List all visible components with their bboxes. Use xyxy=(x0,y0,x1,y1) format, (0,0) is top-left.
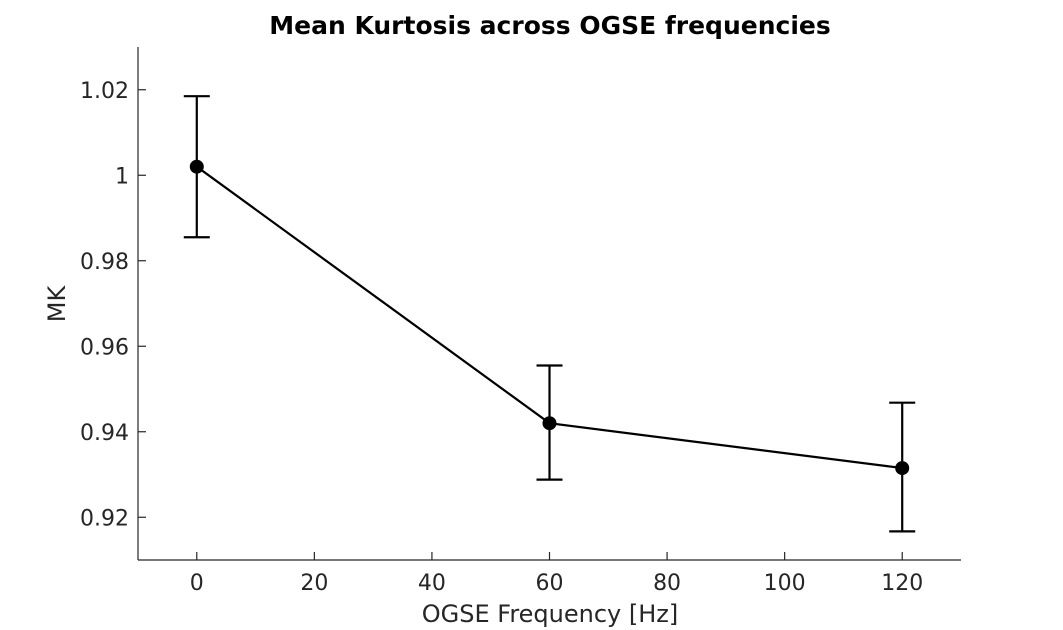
y-tick-label: 0.94 xyxy=(80,421,129,446)
data-point xyxy=(895,461,910,476)
y-tick-label: 1 xyxy=(115,164,129,189)
chart-title: Mean Kurtosis across OGSE frequencies xyxy=(269,11,830,40)
x-tick-label: 100 xyxy=(764,571,806,596)
x-tick-label: 20 xyxy=(300,571,328,596)
y-axis-ticks: 0.92 0.94 0.96 0.98 1 1.02 xyxy=(80,79,146,531)
x-tick-label: 80 xyxy=(653,571,681,596)
y-tick-label: 0.98 xyxy=(80,250,129,275)
x-tick-label: 40 xyxy=(418,571,446,596)
x-axis-ticks: 0 20 40 60 80 100 120 xyxy=(190,552,923,596)
data-series xyxy=(183,95,916,533)
data-point xyxy=(189,159,204,174)
y-tick-label: 0.92 xyxy=(80,506,129,531)
data-point xyxy=(542,416,557,431)
y-axis-label: MK xyxy=(43,285,71,323)
x-tick-label: 60 xyxy=(536,571,564,596)
x-tick-label: 0 xyxy=(190,571,204,596)
y-tick-label: 0.96 xyxy=(80,335,129,360)
axes xyxy=(137,47,961,561)
x-axis-label: OGSE Frequency [Hz] xyxy=(422,600,679,628)
y-tick-label: 1.02 xyxy=(80,79,129,104)
x-tick-label: 120 xyxy=(881,571,923,596)
